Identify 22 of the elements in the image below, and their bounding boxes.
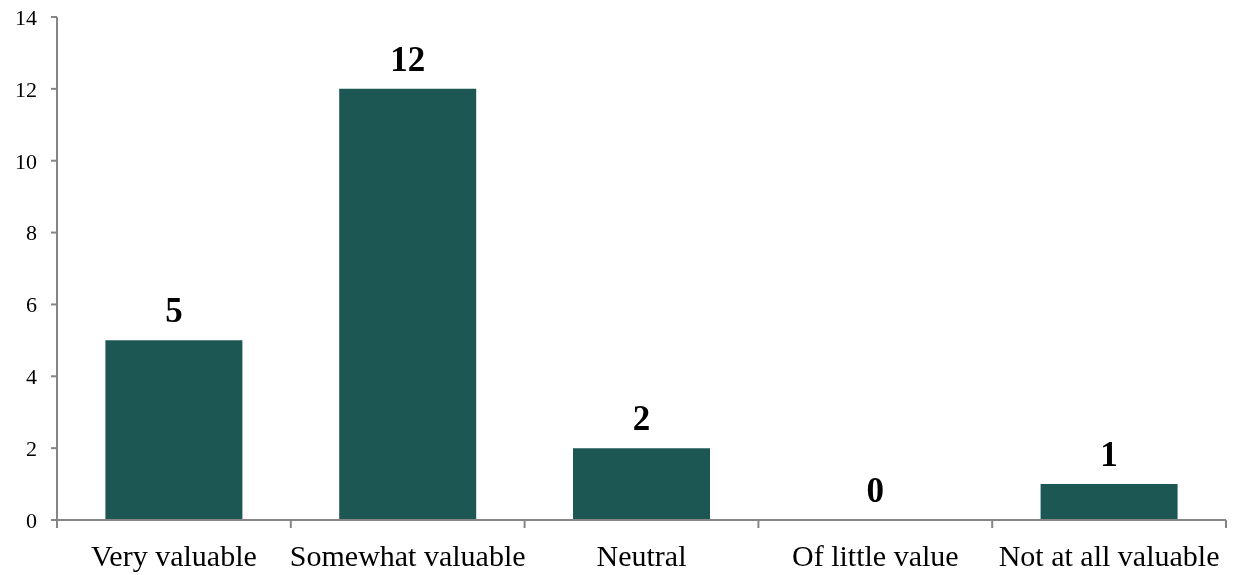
bar: [1040, 484, 1178, 520]
x-tick-label: Of little value: [791, 539, 959, 572]
data-label: 5: [165, 291, 183, 331]
y-tick-label: 2: [26, 435, 37, 461]
x-tick-label: Neutral: [596, 539, 687, 572]
bar: [573, 448, 710, 520]
data-label: 2: [632, 399, 651, 439]
y-tick-label: 12: [15, 76, 37, 102]
x-tick-label: Not at all valuable: [998, 539, 1220, 572]
bar: [105, 340, 243, 520]
data-label: 12: [390, 39, 426, 79]
data-label: 0: [866, 471, 885, 510]
y-tick-label: 10: [15, 148, 37, 174]
y-tick-label: 8: [26, 220, 37, 246]
bar: [339, 88, 477, 520]
data-label: 1: [1100, 435, 1118, 475]
y-tick-label: 0: [26, 507, 37, 533]
y-tick-label: 14: [15, 4, 37, 30]
y-tick-label: 6: [26, 292, 37, 318]
y-tick-label: 4: [26, 364, 37, 390]
x-tick-label: Somewhat valuable: [289, 539, 526, 572]
x-tick-label: Very valuable: [91, 539, 257, 572]
